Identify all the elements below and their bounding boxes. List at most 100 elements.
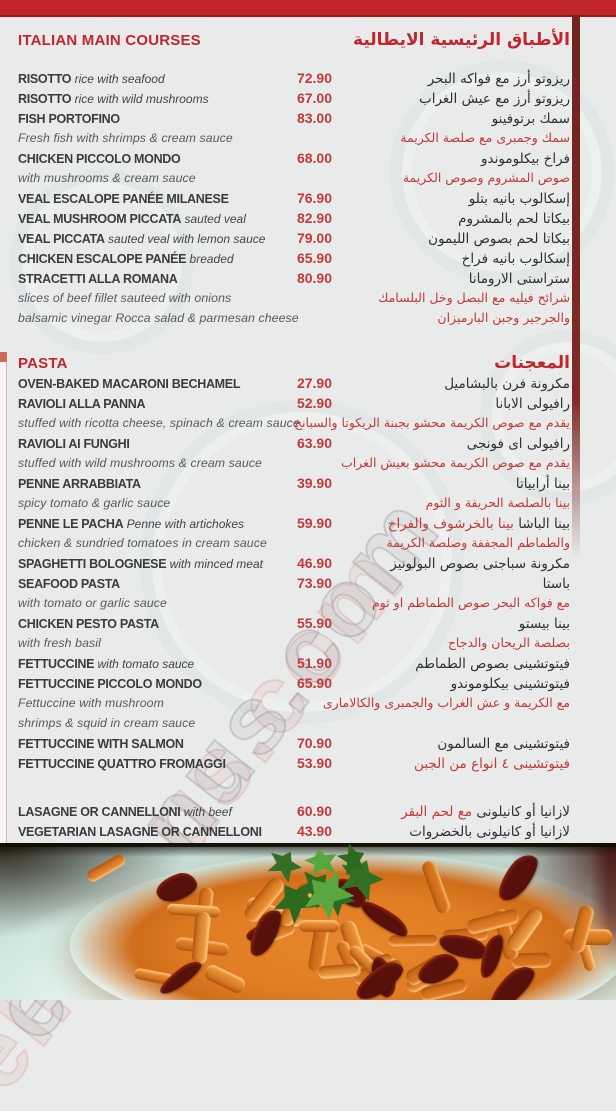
- item-name-en: PENNE LE PACHA Penne with artichokes: [18, 514, 270, 534]
- item-ar-black: بينا بيستو: [518, 616, 570, 632]
- item-name-ar: رافيولى الابانا: [332, 394, 570, 414]
- item-name: OVEN-BAKED MACARONI BECHAMEL: [18, 377, 241, 391]
- item-note: with beef: [180, 805, 232, 819]
- menu-desc-row: chicken & sundried tomatoes in cream sau…: [18, 533, 570, 553]
- item-price: 43.90: [296, 823, 332, 839]
- item-price: 68.00: [296, 150, 332, 166]
- item-description-en: Fresh fish with shrimps & cream sauce: [18, 131, 233, 145]
- item-ar-red: مع لحم البقر: [401, 804, 477, 820]
- item-description-ar: صوص المشروم وصوص الكريمة: [402, 170, 570, 185]
- section-title-en: ITALIAN MAIN COURSES: [18, 32, 201, 49]
- item-name-ar: سمك برتوفينو: [332, 109, 570, 129]
- menu-item-row: CHICKEN ESCALOPE PANÉE breaded 65.90 إسكال…: [18, 248, 570, 268]
- item-name-en: SPAGHETTI BOLOGNESE with minced meat: [18, 554, 270, 574]
- item-description-en: with mushrooms & cream sauce: [18, 171, 196, 185]
- item-name: CHICKEN ESCALOPE PANÉE: [18, 252, 187, 266]
- menu-section: PASTA المعجنات OVEN-BAKED MACARONI BECHAME…: [18, 353, 570, 841]
- item-price: 59.90: [296, 515, 332, 531]
- item-ar-black: لازانيا أو كانيلونى بالخضروات: [409, 824, 570, 840]
- menu-item-row: OVEN-BAKED MACARONI BECHAMEL 27.90 مكرونة …: [18, 373, 570, 393]
- item-description-ar: بصلصة الريحان والدجاج: [447, 635, 570, 650]
- item-ar-black: سمك برتوفينو: [491, 111, 570, 127]
- pasta-dish-photo: [0, 843, 616, 1000]
- menu-desc-row: Fresh fish with shrimps & cream sauce سمك…: [18, 128, 570, 148]
- right-page-edge-strip: [572, 15, 580, 560]
- menu-item-row: PENNE ARRABBIATA 39.90 بينا أرابياتا: [18, 473, 570, 493]
- item-name: VEGETARIAN LASAGNE OR CANNELLONI: [18, 825, 262, 839]
- item-name-en: FISH PORTOFINO: [18, 109, 270, 129]
- item-name-ar: بيكاتا لحم بالمشروم: [332, 209, 570, 229]
- menu-item-row: FISH PORTOFINO 83.00 سمك برتوفينو: [18, 108, 570, 128]
- item-name-ar: لازانيا أو كانيلونى بالخضروات: [332, 822, 570, 842]
- menu-desc-row: slices of beef fillet sauteed with onion…: [18, 288, 570, 308]
- item-ar-black: بينا أرابياتا: [515, 476, 570, 492]
- menu-item-row: PENNE LE PACHA Penne with artichokes 59.9…: [18, 513, 570, 533]
- menu-item-row: VEGETARIAN LASAGNE OR CANNELLONI 43.90 لاز…: [18, 821, 570, 841]
- item-ar-black: لازانيا أو كانيلونى: [476, 804, 570, 820]
- section-header: ITALIAN MAIN COURSES الأطباق الرئيسية الا…: [18, 30, 570, 50]
- menu-item-row: STRACETTI ALLA ROMANA 80.90 ستراستى الاروم…: [18, 268, 570, 288]
- item-description-en: Fettuccine with mushroom: [18, 696, 164, 710]
- item-name: CHICKEN PESTO PASTA: [18, 617, 159, 631]
- item-name-en: FETTUCCINE PICCOLO MONDO: [18, 674, 270, 694]
- item-name: VEAL ESCALOPE PANÉE MILANESE: [18, 192, 229, 206]
- item-name: RAVIOLI AI FUNGHI: [18, 437, 130, 451]
- item-name-ar: إسكالوب بانيه بتلو: [332, 189, 570, 209]
- item-name-en: STRACETTI ALLA ROMANA: [18, 269, 270, 289]
- menu-desc-row: with mushrooms & cream sauce صوص المشروم …: [18, 168, 570, 188]
- item-name: FETTUCCINE QUATTRO FROMAGGI: [18, 757, 226, 771]
- menu-item-row: SEAFOOD PASTA 73.90 باستا: [18, 573, 570, 593]
- item-name-ar: بينا بيستو: [332, 614, 570, 634]
- menu-item-row: FETTUCCINE with tomato sauce 51.90 فيتوتشي…: [18, 653, 570, 673]
- penne-piece: [389, 934, 439, 947]
- item-name: SPAGHETTI BOLOGNESE: [18, 557, 167, 571]
- item-name: RAVIOLI ALLA PANNA: [18, 397, 146, 411]
- item-name-en: LASAGNE OR CANNELLONI with beef: [18, 802, 270, 822]
- menu-desc-row: balsamic vinegar Rocca salad & parmesan …: [18, 308, 570, 328]
- item-note: breaded: [186, 252, 234, 266]
- item-ar-black: فراخ بيكلوموندو: [481, 151, 570, 167]
- item-description-ar: سمك وجمبرى مع صلصة الكريمة: [400, 130, 570, 145]
- item-ar-black: إسكالوب بانيه بتلو: [468, 191, 570, 207]
- item-name: FETTUCCINE WITH SALMON: [18, 737, 184, 751]
- item-name-en: RISOTTO rice with wild mushrooms: [18, 89, 270, 109]
- item-name-en: FETTUCCINE with tomato sauce: [18, 654, 270, 674]
- menu-item-row: FETTUCCINE WITH SALMON 70.90 فيتوتشينى مع …: [18, 733, 570, 753]
- item-description-ar: يقدم مع صوص الكريمة محشو بعيش الغراب: [340, 455, 570, 470]
- item-note: rice with seafood: [71, 72, 165, 86]
- item-name-en: RAVIOLI ALLA PANNA: [18, 394, 270, 414]
- item-name-en: FETTUCCINE QUATTRO FROMAGGI: [18, 754, 270, 774]
- item-description-ar: والطماطم المجففة وصلصة الكريمة: [386, 535, 570, 550]
- item-ar-black: رافيولى الابانا: [495, 396, 570, 412]
- item-name-ar: ستراستى الارومانا: [332, 269, 570, 289]
- penne-piece: [299, 919, 340, 933]
- item-price: 73.90: [296, 575, 332, 591]
- item-name-en: FETTUCCINE WITH SALMON: [18, 734, 270, 754]
- item-name: FETTUCCINE: [18, 657, 95, 671]
- section-title-ar: الأطباق الرئيسية الايطالية: [353, 30, 570, 50]
- item-name-en: SEAFOOD PASTA: [18, 574, 270, 594]
- item-price: 39.90: [296, 475, 332, 491]
- item-name-ar: باستا: [332, 574, 570, 594]
- item-price: 65.90: [296, 250, 332, 266]
- item-note: rice with wild mushrooms: [71, 92, 209, 106]
- item-price: 70.90: [296, 735, 332, 751]
- item-ar-black: إسكالوب بانيه فراخ: [461, 251, 570, 267]
- item-name-en: VEAL PICCATA sauted veal with lemon sauc…: [18, 229, 270, 249]
- item-description-ar: مع فواكه البحر صوص الطماطم او ثوم: [372, 595, 570, 610]
- item-price: 60.90: [296, 803, 332, 819]
- item-name: SEAFOOD PASTA: [18, 577, 120, 591]
- item-description-ar: مع الكريمة و عش الغراب والجمبرى والكالام…: [322, 695, 570, 710]
- menu-desc-row: stuffed with wild mushrooms & cream sauc…: [18, 453, 570, 473]
- item-price: 55.90: [296, 615, 332, 631]
- item-price: 65.90: [296, 675, 332, 691]
- item-name-en: PENNE ARRABBIATA: [18, 474, 270, 494]
- item-name-en: VEAL MUSHROOM PICCATA sauted veal: [18, 209, 270, 229]
- item-ar-black: فيتوتشينى مع السالمون: [437, 736, 570, 752]
- item-name: STRACETTI ALLA ROMANA: [18, 272, 178, 286]
- item-price: 76.90: [296, 190, 332, 206]
- item-name-ar: مكرونة فرن بالبشاميل: [332, 374, 570, 394]
- section-title-en: PASTA: [18, 355, 68, 372]
- left-page-edge: [0, 352, 7, 843]
- item-price: 52.90: [296, 395, 332, 411]
